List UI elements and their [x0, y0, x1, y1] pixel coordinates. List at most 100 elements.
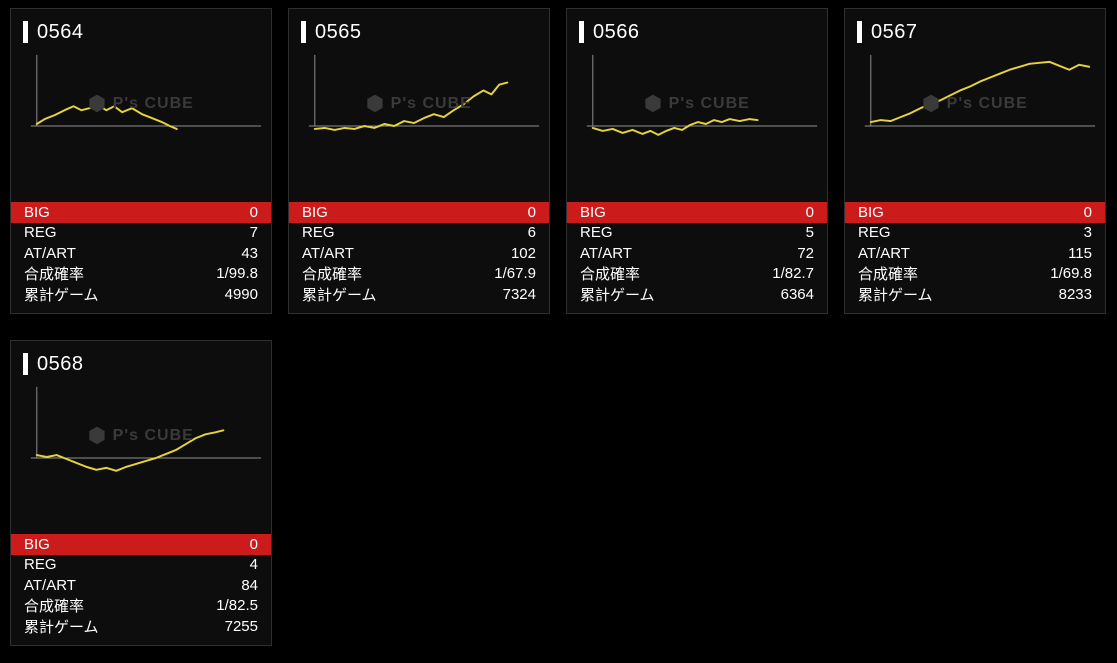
stat-row-combined-probability: 合成確率 1/82.5	[11, 596, 271, 617]
watermark-brand: P's CUBE	[946, 95, 1028, 113]
stat-value: 5	[805, 224, 814, 242]
stats-table: BIG 0 REG 7 AT/ART 43 合成確率 1/99.8 累計ゲーム …	[11, 202, 271, 309]
machine-card: 0567 ⬢ P's CUBE BIG 0 REG 3 AT/ART	[844, 8, 1106, 314]
stat-label: 累計ゲーム	[302, 286, 377, 304]
stat-value: 3	[1083, 224, 1092, 242]
machine-card: 0566 ⬢ P's CUBE BIG 0 REG 5 AT/ART	[566, 8, 828, 314]
stat-row-combined-probability: 合成確率 1/99.8	[11, 264, 271, 285]
stat-value: 6	[527, 224, 536, 242]
card-header: 0564	[11, 9, 271, 49]
slump-graph: ⬢ P's CUBE	[11, 381, 271, 534]
stat-label: BIG	[858, 203, 884, 221]
slump-graph-canvas	[586, 54, 818, 136]
watermark-brand: P's CUBE	[112, 427, 194, 445]
header-accent-bar	[23, 21, 28, 43]
header-accent-bar	[857, 21, 862, 43]
stat-label: 累計ゲーム	[580, 286, 655, 304]
machine-card: 0565 ⬢ P's CUBE BIG 0 REG 6 AT/ART	[288, 8, 550, 314]
stat-row-total-games: 累計ゲーム 4990	[11, 284, 271, 305]
slump-graph: ⬢ P's CUBE	[11, 49, 271, 202]
stat-value: 7324	[502, 285, 536, 303]
stat-row-atart: AT/ART 72	[567, 243, 827, 264]
stat-value: 1/82.5	[216, 597, 258, 615]
stat-row-atart: AT/ART 102	[289, 243, 549, 264]
stat-value: 0	[249, 203, 258, 221]
stat-label: 合成確率	[302, 266, 363, 284]
stat-value: 4	[249, 556, 258, 574]
slump-graph-canvas	[308, 54, 540, 131]
stat-row-atart: AT/ART 115	[845, 243, 1105, 264]
stat-value: 84	[241, 576, 258, 594]
cube-icon: ⬢	[366, 93, 385, 116]
machine-number: 0565	[315, 20, 362, 43]
stat-row-combined-probability: 合成確率 1/67.9	[289, 264, 549, 285]
stat-label: REG	[24, 224, 57, 242]
stat-row-big: BIG 0	[11, 202, 271, 223]
card-header: 0567	[845, 9, 1105, 49]
slump-line	[35, 429, 225, 472]
stat-label: BIG	[24, 203, 50, 221]
stat-value: 0	[1083, 203, 1092, 221]
stat-value: 115	[1068, 244, 1092, 262]
ps-cube-watermark: ⬢ P's CUBE	[366, 94, 472, 114]
stat-row-big: BIG 0	[289, 202, 549, 223]
stat-label: AT/ART	[24, 576, 76, 594]
stat-label: 合成確率	[24, 266, 85, 284]
cube-icon: ⬢	[644, 93, 663, 116]
ps-cube-watermark: ⬢ P's CUBE	[88, 426, 194, 446]
stat-row-total-games: 累計ゲーム 7324	[289, 284, 549, 305]
stat-label: BIG	[24, 535, 50, 553]
machine-card: 0568 ⬢ P's CUBE BIG 0 REG 4 AT/ART	[10, 340, 272, 646]
stat-label: AT/ART	[858, 244, 910, 262]
stat-value: 43	[241, 244, 258, 262]
card-header: 0568	[11, 341, 271, 381]
slump-line	[869, 60, 1091, 124]
stat-label: AT/ART	[302, 244, 354, 262]
stat-label: 累計ゲーム	[24, 286, 99, 304]
stats-table: BIG 0 REG 6 AT/ART 102 合成確率 1/67.9 累計ゲーム…	[289, 202, 549, 309]
stats-table: BIG 0 REG 3 AT/ART 115 合成確率 1/69.8 累計ゲーム…	[845, 202, 1105, 309]
watermark-brand: P's CUBE	[390, 95, 472, 113]
stat-value: 0	[805, 203, 814, 221]
stat-row-total-games: 累計ゲーム 7255	[11, 616, 271, 637]
slump-graph: ⬢ P's CUBE	[567, 49, 827, 202]
stat-label: REG	[302, 224, 335, 242]
stat-value: 4990	[224, 285, 258, 303]
stat-value: 8233	[1058, 285, 1092, 303]
stat-row-reg: REG 7	[11, 223, 271, 244]
stat-label: 合成確率	[24, 598, 85, 616]
stat-label: 合成確率	[858, 266, 919, 284]
cube-icon: ⬢	[88, 425, 107, 448]
stat-value: 1/82.7	[772, 265, 814, 283]
machine-card: 0564 ⬢ P's CUBE BIG 0 REG 7 AT/ART	[10, 8, 272, 314]
stat-row-combined-probability: 合成確率 1/69.8	[845, 264, 1105, 285]
stat-row-big: BIG 0	[845, 202, 1105, 223]
stats-table: BIG 0 REG 5 AT/ART 72 合成確率 1/82.7 累計ゲーム …	[567, 202, 827, 309]
stat-row-reg: REG 5	[567, 223, 827, 244]
ps-cube-watermark: ⬢ P's CUBE	[644, 94, 750, 114]
stat-row-big: BIG 0	[567, 202, 827, 223]
stat-row-combined-probability: 合成確率 1/82.7	[567, 264, 827, 285]
stat-row-atart: AT/ART 84	[11, 575, 271, 596]
stat-label: BIG	[580, 203, 606, 221]
slump-graph-canvas	[864, 54, 1096, 127]
stat-row-atart: AT/ART 43	[11, 243, 271, 264]
header-accent-bar	[579, 21, 584, 43]
stat-row-total-games: 累計ゲーム 8233	[845, 284, 1105, 305]
stat-label: AT/ART	[24, 244, 76, 262]
slump-graph: ⬢ P's CUBE	[845, 49, 1105, 202]
slump-graph-canvas	[30, 54, 262, 130]
watermark-brand: P's CUBE	[668, 95, 750, 113]
stat-value: 0	[527, 203, 536, 221]
stat-value: 0	[249, 535, 258, 553]
cube-icon: ⬢	[922, 93, 941, 116]
cube-icon: ⬢	[88, 93, 107, 116]
stat-value: 72	[797, 244, 814, 262]
stat-value: 1/69.8	[1050, 265, 1092, 283]
ps-cube-watermark: ⬢ P's CUBE	[88, 94, 194, 114]
stat-value: 7255	[224, 617, 258, 635]
stat-row-big: BIG 0	[11, 534, 271, 555]
machine-number: 0567	[871, 20, 918, 43]
slump-graph-canvas	[30, 386, 262, 472]
